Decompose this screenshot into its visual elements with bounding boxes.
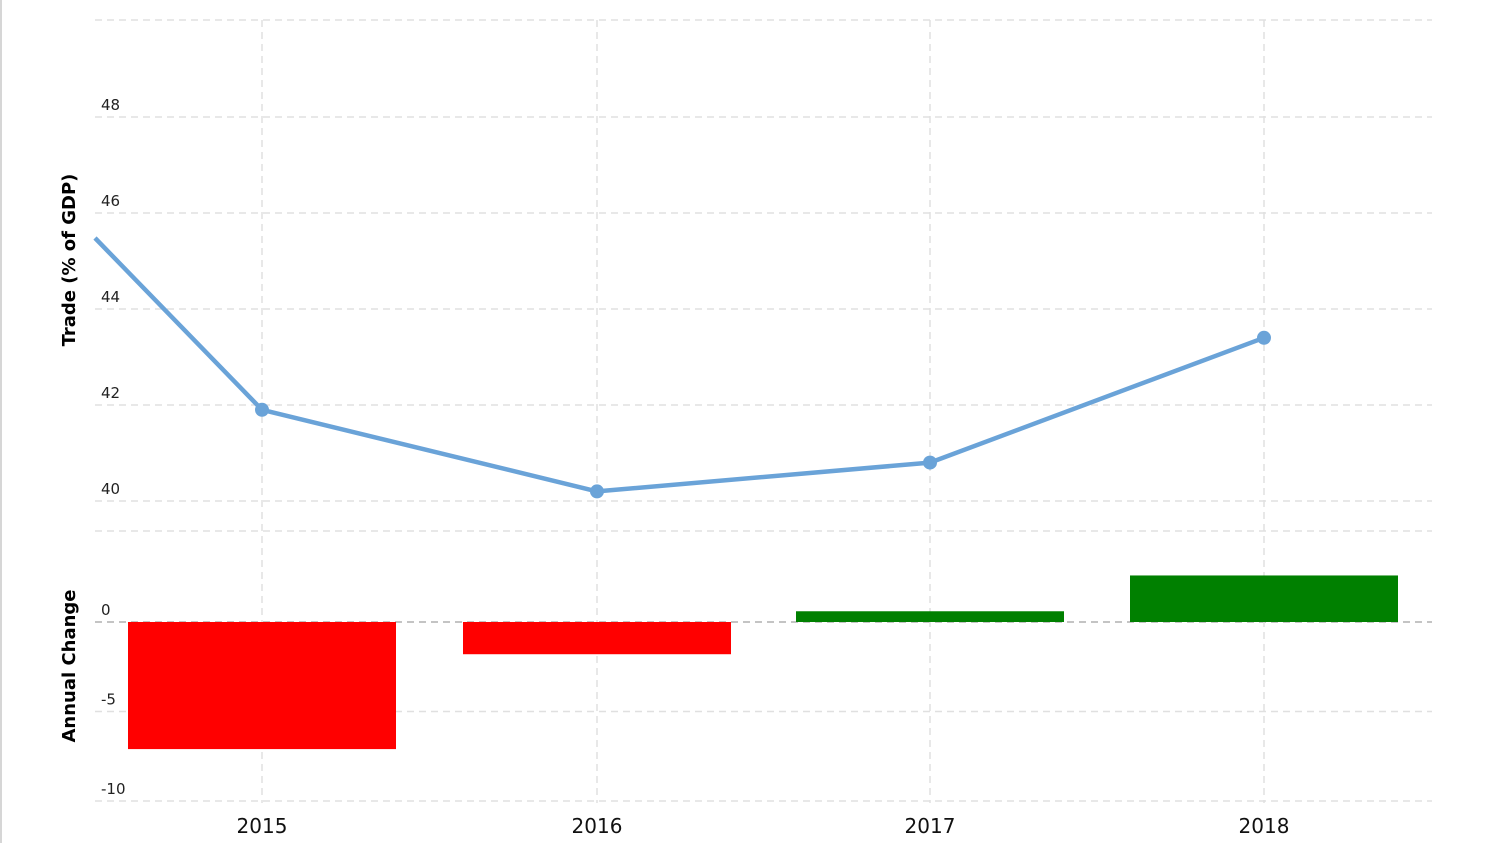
trade-data-point[interactable] — [923, 455, 937, 470]
annual-change-y-tick-label: -5 — [101, 691, 116, 709]
bars-layer — [128, 575, 1398, 750]
annual-change-bar[interactable] — [796, 611, 1064, 622]
x-axis-year-label: 2017 — [905, 814, 956, 838]
trade-data-point[interactable] — [590, 484, 604, 499]
x-axis-year-label: 2015 — [237, 814, 288, 838]
trade-y-tick-label: 48 — [101, 96, 120, 114]
annual-change-y-tick-label: -10 — [101, 780, 126, 798]
x-axis-year-label: 2018 — [1239, 814, 1290, 838]
trade-y-tick-label: 46 — [101, 192, 120, 210]
annual-change-bar[interactable] — [1130, 575, 1398, 622]
trade-line — [93, 236, 1265, 494]
annual-change-axis-title: Annual Change — [59, 589, 80, 742]
annual-change-bar[interactable] — [128, 622, 396, 750]
trade-y-tick-label: 40 — [101, 480, 120, 498]
annual-change-y-tick-label: 0 — [101, 601, 111, 619]
trade-y-tick-label: 42 — [101, 384, 120, 402]
x-axis-year-label: 2016 — [572, 814, 623, 838]
trade-y-tick-label: 44 — [101, 288, 120, 306]
trade-data-point[interactable] — [255, 402, 269, 417]
labels-layer: 40 42 44 46 48 -10 -5 0 2015 2016 2017 2018 — [101, 96, 1289, 838]
trade-data-point[interactable] — [1257, 330, 1271, 345]
annual-change-bar[interactable] — [463, 622, 731, 655]
trade-axis-title: Trade (% of GDP) — [59, 174, 80, 347]
line-layer — [93, 236, 1271, 499]
